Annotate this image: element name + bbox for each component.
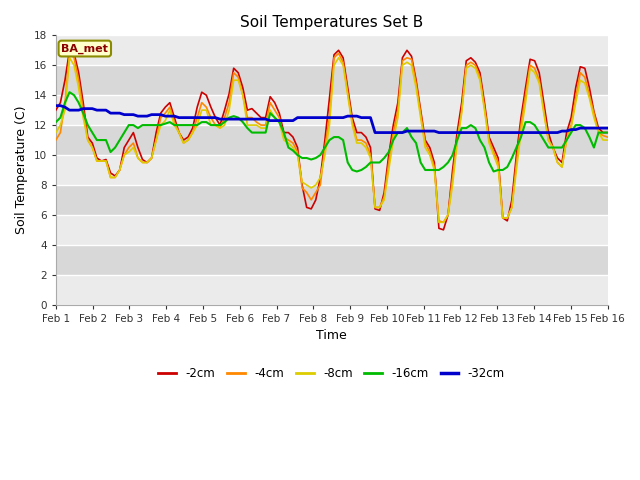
Line: -8cm: -8cm [56, 58, 607, 222]
-2cm [604, 130, 611, 135]
X-axis label: Time: Time [316, 329, 347, 342]
Line: -4cm: -4cm [56, 53, 607, 222]
-32cm [408, 128, 415, 134]
-4cm [408, 56, 415, 62]
-16cm [604, 130, 611, 135]
-32cm [180, 115, 188, 120]
-2cm [66, 48, 74, 53]
-16cm [412, 140, 420, 146]
Bar [56, 185, 607, 215]
-8cm [572, 100, 580, 106]
-4cm [440, 219, 447, 225]
-4cm [234, 74, 242, 80]
-16cm [234, 115, 242, 120]
Bar [56, 95, 607, 125]
-2cm [572, 85, 580, 91]
Line: -32cm: -32cm [56, 106, 607, 132]
-16cm [184, 122, 192, 128]
-16cm [572, 122, 580, 128]
-2cm [234, 70, 242, 76]
-4cm [604, 134, 611, 140]
-32cm [590, 125, 598, 131]
-32cm [567, 127, 575, 132]
-8cm [435, 219, 443, 225]
-16cm [353, 168, 361, 174]
-8cm [408, 62, 415, 68]
-8cm [595, 130, 602, 135]
-2cm [358, 130, 365, 135]
-8cm [184, 137, 192, 143]
Text: BA_met: BA_met [61, 43, 108, 54]
-32cm [230, 116, 237, 122]
-32cm [604, 125, 611, 131]
-4cm [572, 96, 580, 101]
-4cm [595, 130, 602, 135]
-8cm [234, 77, 242, 83]
-4cm [66, 50, 74, 56]
Y-axis label: Soil Temperature (C): Soil Temperature (C) [15, 106, 28, 234]
Line: -16cm: -16cm [56, 92, 607, 171]
-16cm [52, 119, 60, 125]
-4cm [52, 137, 60, 143]
Bar [56, 245, 607, 275]
-4cm [358, 137, 365, 143]
-16cm [595, 130, 602, 135]
-16cm [362, 164, 370, 170]
-2cm [595, 125, 602, 131]
-8cm [358, 140, 365, 146]
-16cm [66, 89, 74, 95]
-8cm [604, 137, 611, 143]
Bar [56, 155, 607, 185]
-8cm [66, 55, 74, 60]
-2cm [408, 53, 415, 59]
-2cm [440, 227, 447, 233]
-2cm [52, 107, 60, 113]
Bar [56, 215, 607, 245]
Line: -2cm: -2cm [56, 50, 607, 230]
Bar [56, 65, 607, 95]
-4cm [184, 137, 192, 143]
Bar [56, 36, 607, 65]
-32cm [52, 103, 60, 108]
-8cm [52, 130, 60, 135]
Legend: -2cm, -4cm, -8cm, -16cm, -32cm: -2cm, -4cm, -8cm, -16cm, -32cm [154, 362, 509, 385]
Bar [56, 275, 607, 305]
-32cm [371, 130, 379, 135]
-2cm [184, 134, 192, 140]
Title: Soil Temperatures Set B: Soil Temperatures Set B [240, 15, 423, 30]
Bar [56, 125, 607, 155]
-32cm [353, 113, 361, 119]
